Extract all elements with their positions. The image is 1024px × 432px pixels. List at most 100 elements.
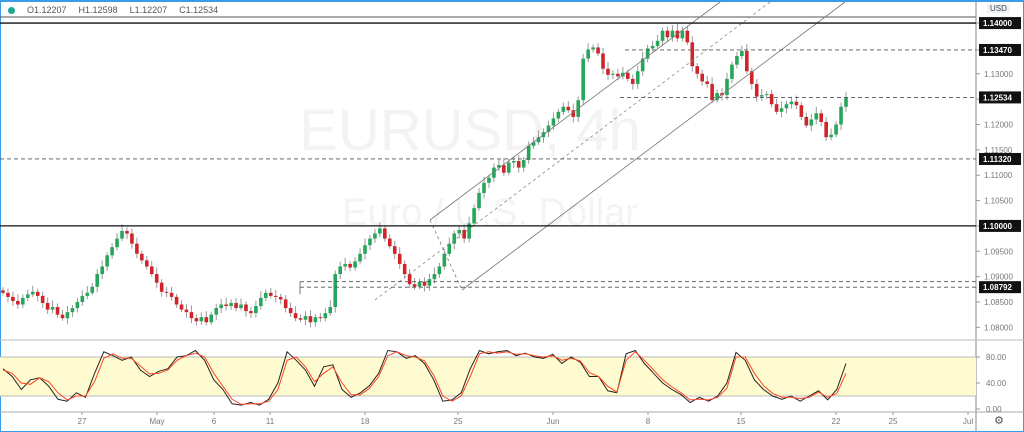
- price-tick: 1.10500: [984, 197, 1013, 206]
- time-tick: 18: [361, 417, 370, 426]
- svg-text:1.10000: 1.10000: [983, 222, 1012, 231]
- candle: [611, 73, 615, 75]
- candle: [392, 246, 397, 254]
- candle: [115, 238, 119, 248]
- candle: [308, 316, 313, 323]
- price-tick: 1.13000: [984, 70, 1013, 79]
- svg-text:1.13470: 1.13470: [983, 46, 1012, 55]
- candle: [70, 308, 75, 313]
- candle: [725, 78, 729, 96]
- candle: [373, 233, 377, 239]
- candle: [25, 294, 30, 298]
- candle: [353, 261, 357, 268]
- gear-icon[interactable]: ⚙: [994, 415, 1004, 427]
- candle: [571, 110, 576, 117]
- candle: [507, 162, 511, 173]
- candle: [120, 230, 124, 239]
- candle: [749, 71, 754, 84]
- candle: [343, 263, 347, 267]
- candle: [586, 49, 590, 59]
- candle: [21, 297, 25, 305]
- candle: [769, 94, 774, 105]
- candle: [229, 302, 233, 307]
- level-price-badge: [979, 17, 1021, 30]
- time-tick: 25: [454, 417, 463, 426]
- candle: [784, 104, 789, 109]
- candle: [234, 302, 238, 309]
- candle: [239, 304, 243, 309]
- candle: [497, 165, 501, 168]
- ohlc-legend: O1.12207 H1.12598 L1.12207 C1.12534: [8, 5, 222, 15]
- stoch-d-line: [2, 351, 847, 405]
- candle: [100, 266, 104, 275]
- candle: [630, 78, 635, 84]
- candle: [268, 292, 273, 296]
- legend-open: O1.12207: [27, 5, 67, 15]
- candle: [110, 247, 114, 256]
- time-tick: 15: [737, 417, 746, 426]
- candle: [65, 312, 70, 319]
- price-tick: 1.08500: [984, 298, 1013, 307]
- candle: [368, 238, 372, 246]
- candle: [511, 161, 516, 163]
- candle: [363, 245, 367, 254]
- candle: [422, 281, 427, 286]
- time-tick: 11: [266, 417, 275, 426]
- channel-upper-line[interactable]: [429, 1, 721, 221]
- candle: [690, 42, 695, 67]
- candle: [30, 291, 35, 295]
- candle: [730, 64, 734, 79]
- candle: [412, 284, 417, 287]
- candle: [90, 286, 95, 293]
- candle: [169, 292, 174, 297]
- candle: [789, 101, 794, 105]
- candle: [521, 159, 526, 168]
- candle: [502, 165, 506, 173]
- candle: [189, 312, 194, 319]
- candle: [140, 253, 144, 261]
- candle: [159, 282, 164, 292]
- candle: [95, 274, 100, 287]
- candle: [402, 263, 407, 275]
- candle: [814, 113, 819, 120]
- candle: [482, 182, 486, 193]
- candle: [85, 292, 90, 296]
- candle: [219, 304, 223, 309]
- candle: [685, 30, 690, 43]
- candle: [204, 317, 209, 323]
- candle: [655, 40, 660, 46]
- currency-label[interactable]: USD: [987, 4, 1010, 13]
- price-tick: 1.12000: [984, 120, 1013, 129]
- candle: [105, 255, 109, 267]
- time-tick: 25: [889, 417, 898, 426]
- candle: [328, 307, 333, 314]
- time-tick: May: [149, 417, 164, 426]
- candle: [759, 95, 764, 97]
- channel-median-line[interactable]: [374, 1, 771, 301]
- candle: [809, 119, 814, 126]
- candle: [125, 230, 129, 234]
- candle: [378, 228, 382, 234]
- time-tick: 8: [646, 417, 651, 426]
- legend-low: L1.12207: [129, 5, 168, 15]
- candle: [764, 94, 769, 96]
- candle: [264, 292, 268, 298]
- candle: [462, 229, 466, 239]
- legend-high: H1.12598: [78, 5, 118, 15]
- svg-text:1.08792: 1.08792: [983, 283, 1012, 292]
- candle: [278, 296, 283, 300]
- price-tick: 1.11500: [984, 146, 1013, 155]
- candle: [298, 318, 303, 320]
- candle: [16, 300, 20, 305]
- candle: [214, 308, 219, 315]
- candle: [774, 104, 779, 112]
- candle: [338, 266, 342, 275]
- candle: [383, 228, 387, 239]
- candle: [695, 66, 700, 74]
- candle: [839, 106, 843, 125]
- candle: [665, 30, 670, 38]
- candle: [472, 208, 476, 224]
- candle: [626, 72, 630, 79]
- candle: [844, 97, 848, 107]
